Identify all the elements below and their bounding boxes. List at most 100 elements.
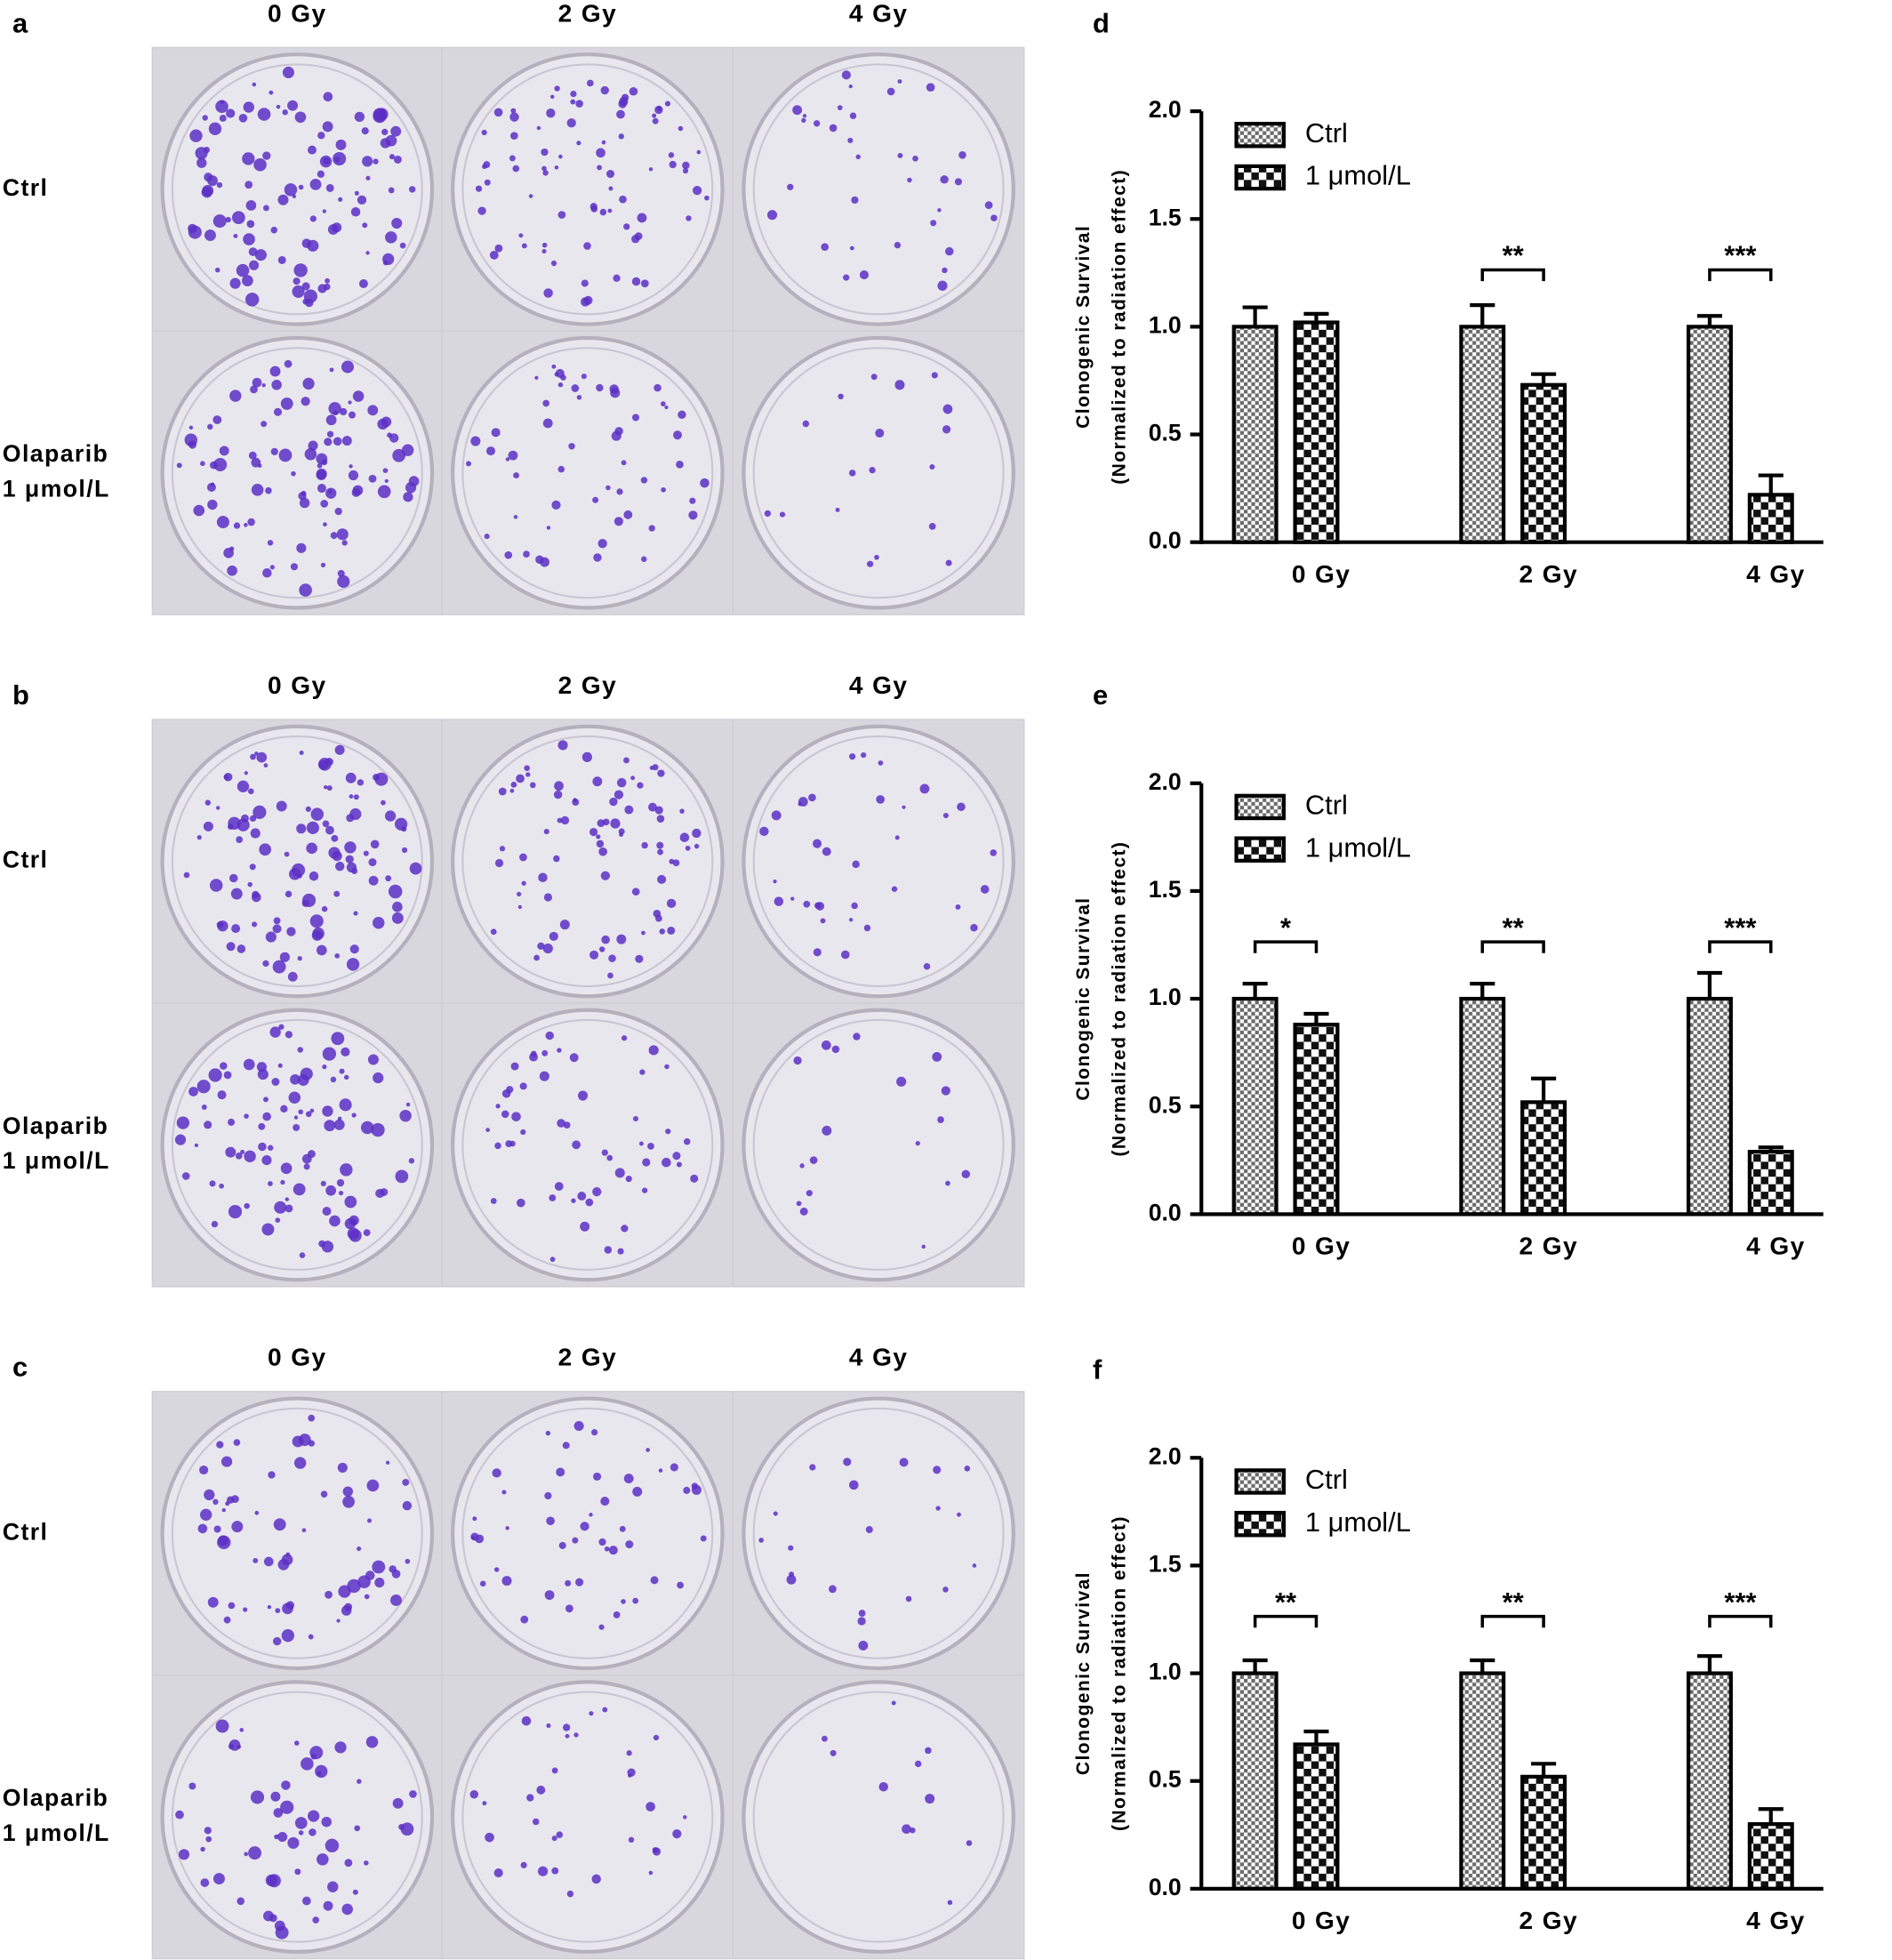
colony (303, 1163, 310, 1170)
colony (364, 1594, 370, 1600)
colony (341, 1903, 353, 1916)
colony (188, 1782, 196, 1790)
colony (600, 1497, 610, 1506)
colony (282, 1603, 293, 1615)
colony (325, 1590, 333, 1599)
significance-label: *** (1724, 240, 1756, 271)
colony (273, 407, 283, 416)
colony (632, 1597, 639, 1604)
colony (207, 499, 218, 510)
colony (392, 448, 405, 462)
colony (632, 1115, 639, 1122)
colony (204, 799, 212, 806)
colony (325, 1185, 337, 1196)
colony (942, 267, 948, 274)
colony (223, 1071, 232, 1080)
colony (589, 827, 598, 837)
x-tick-label: 0 Gy (1292, 1907, 1351, 1934)
colony (269, 565, 275, 570)
colony (374, 1577, 385, 1588)
colony (325, 1838, 340, 1853)
colony (869, 467, 876, 474)
colony (790, 896, 795, 901)
colony (789, 1571, 795, 1578)
colony (265, 1874, 277, 1887)
colony (583, 242, 591, 250)
colony (657, 848, 664, 855)
colony (639, 1069, 645, 1075)
colony (914, 1760, 922, 1768)
colony (285, 890, 293, 898)
colony (813, 120, 821, 127)
colony (354, 1825, 361, 1832)
colony (598, 1538, 606, 1546)
colony (291, 470, 296, 477)
y-tick-label: 0.5 (1149, 1766, 1182, 1793)
colony (207, 423, 213, 430)
colony (279, 952, 290, 962)
colony (212, 1873, 225, 1885)
colony (277, 1831, 288, 1843)
colony (309, 215, 317, 222)
colony (331, 1032, 345, 1046)
colony (308, 1634, 314, 1640)
colony (365, 1570, 375, 1580)
colony (495, 1104, 501, 1109)
dish-rim (752, 1018, 1005, 1271)
colony (199, 1465, 209, 1475)
colony (683, 1486, 691, 1494)
colony (362, 156, 373, 167)
colony (648, 167, 653, 172)
colony (896, 1076, 907, 1087)
colony (919, 783, 930, 794)
colony (592, 776, 603, 787)
colony (692, 185, 702, 196)
colony (244, 1202, 250, 1209)
panel-letter: b (12, 679, 29, 711)
dish-rim (461, 63, 714, 316)
colony (505, 457, 510, 462)
colony (272, 960, 286, 974)
dish-rim (171, 347, 423, 599)
colony (385, 875, 392, 882)
colony (326, 785, 333, 791)
colony (524, 765, 530, 772)
colony (328, 489, 333, 494)
colony (621, 1225, 629, 1233)
colony (684, 1138, 691, 1145)
colony (339, 1098, 352, 1112)
colony (876, 795, 886, 804)
colony (315, 1764, 328, 1779)
colony (245, 200, 257, 211)
colony (677, 1581, 684, 1589)
colony (278, 1024, 285, 1030)
colony (342, 1486, 353, 1497)
panel-letter: f (1093, 1354, 1102, 1386)
colony (334, 507, 342, 516)
colony (589, 203, 597, 211)
colony (592, 1187, 602, 1197)
colony (945, 559, 952, 566)
colony (653, 909, 661, 918)
colony (925, 1747, 932, 1755)
colony (357, 779, 365, 786)
colony (542, 399, 550, 407)
colony (365, 175, 371, 181)
colony (676, 460, 684, 469)
colony (247, 881, 253, 888)
colony (613, 1611, 621, 1619)
colony (325, 825, 334, 835)
colony (606, 1154, 613, 1161)
colony (576, 141, 581, 146)
colony (517, 1198, 525, 1208)
colony (608, 1546, 618, 1555)
colony (580, 1522, 589, 1531)
colony (638, 1141, 644, 1146)
colony (228, 1739, 241, 1751)
colony (282, 66, 294, 78)
colony (597, 165, 603, 171)
y-axis-label: (Normalized to radiation effect) (1110, 1515, 1130, 1831)
colony (246, 220, 255, 229)
colony (228, 873, 238, 883)
colony (808, 793, 816, 802)
